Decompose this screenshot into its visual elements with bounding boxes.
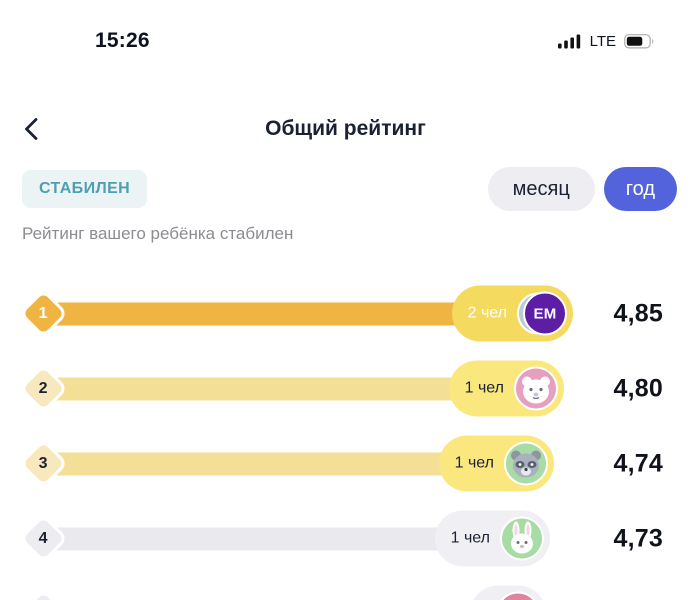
signal-strength-icon bbox=[557, 34, 582, 49]
rating-value: 4,74 bbox=[613, 449, 663, 477]
rabbit-icon bbox=[500, 516, 544, 561]
rating-bar: 1 чел bbox=[40, 435, 554, 492]
leaderboard-row-4[interactable]: 1 чел bbox=[0, 501, 691, 576]
nav-bar: Общий рейтинг bbox=[0, 108, 691, 150]
members-count: 1 чел bbox=[464, 379, 504, 397]
members-capsule bbox=[470, 585, 546, 600]
avatar-group bbox=[514, 366, 558, 411]
rank-badge: 4 bbox=[18, 513, 69, 564]
leaderboard-row-1[interactable]: 2 чел ЕМ 1 4,85 bbox=[0, 276, 691, 351]
rating-value: 4,73 bbox=[613, 524, 663, 552]
members-capsule: 1 чел bbox=[434, 510, 550, 567]
members-capsule: 2 чел ЕМ bbox=[451, 285, 573, 342]
rating-bar: 1 чел bbox=[40, 510, 550, 567]
bear-icon bbox=[514, 366, 558, 411]
rank-badge: 1 bbox=[18, 288, 69, 339]
leaderboard-row-3[interactable]: 1 чел bbox=[0, 426, 691, 501]
leaderboard-row-5[interactable] bbox=[0, 576, 691, 600]
status-badge: СТАБИЛЕН bbox=[22, 170, 148, 208]
avatar-group bbox=[500, 516, 544, 561]
chevron-left-icon bbox=[24, 118, 38, 144]
network-label: LTE bbox=[589, 32, 616, 50]
initials-avatar: ЕМ bbox=[523, 291, 567, 336]
members-count: 2 чел bbox=[467, 304, 507, 322]
rating-bar: 1 чел bbox=[40, 360, 564, 417]
pink-avatar bbox=[496, 591, 540, 600]
raccoon-icon bbox=[504, 441, 548, 486]
rating-value: 4,80 bbox=[613, 374, 663, 402]
controls-row: СТАБИЛЕН месяц год bbox=[22, 166, 677, 212]
members-count: 1 чел bbox=[450, 529, 490, 547]
leaderboard: 2 чел ЕМ 1 4,85 bbox=[0, 276, 691, 600]
period-toggle: месяц год bbox=[487, 167, 677, 211]
rating-description: Рейтинг вашего ребёнка стабилен bbox=[22, 224, 294, 243]
status-time: 15:26 bbox=[95, 29, 150, 52]
rank-badge: 3 bbox=[18, 438, 69, 489]
leaderboard-row-2[interactable]: 1 чел bbox=[0, 351, 691, 426]
avatar-group: ЕМ bbox=[517, 291, 567, 336]
members-count: 1 чел bbox=[454, 454, 494, 472]
battery-icon bbox=[624, 33, 655, 49]
members-capsule: 1 чел bbox=[438, 435, 554, 492]
status-icons: LTE bbox=[557, 32, 655, 50]
avatar-group bbox=[496, 591, 540, 600]
rank-badge bbox=[18, 588, 69, 600]
rating-bar: 2 чел ЕМ bbox=[40, 285, 573, 342]
members-capsule: 1 чел bbox=[448, 360, 564, 417]
rating-value: 4,85 bbox=[613, 299, 663, 327]
page-title: Общий рейтинг bbox=[265, 117, 426, 140]
rank-badge: 2 bbox=[18, 363, 69, 414]
back-button[interactable] bbox=[20, 113, 42, 145]
period-year-button[interactable]: год bbox=[603, 167, 677, 211]
avatar-group bbox=[504, 441, 548, 486]
period-month-button[interactable]: месяц bbox=[487, 167, 595, 211]
status-bar: 15:26 LTE bbox=[0, 22, 691, 60]
